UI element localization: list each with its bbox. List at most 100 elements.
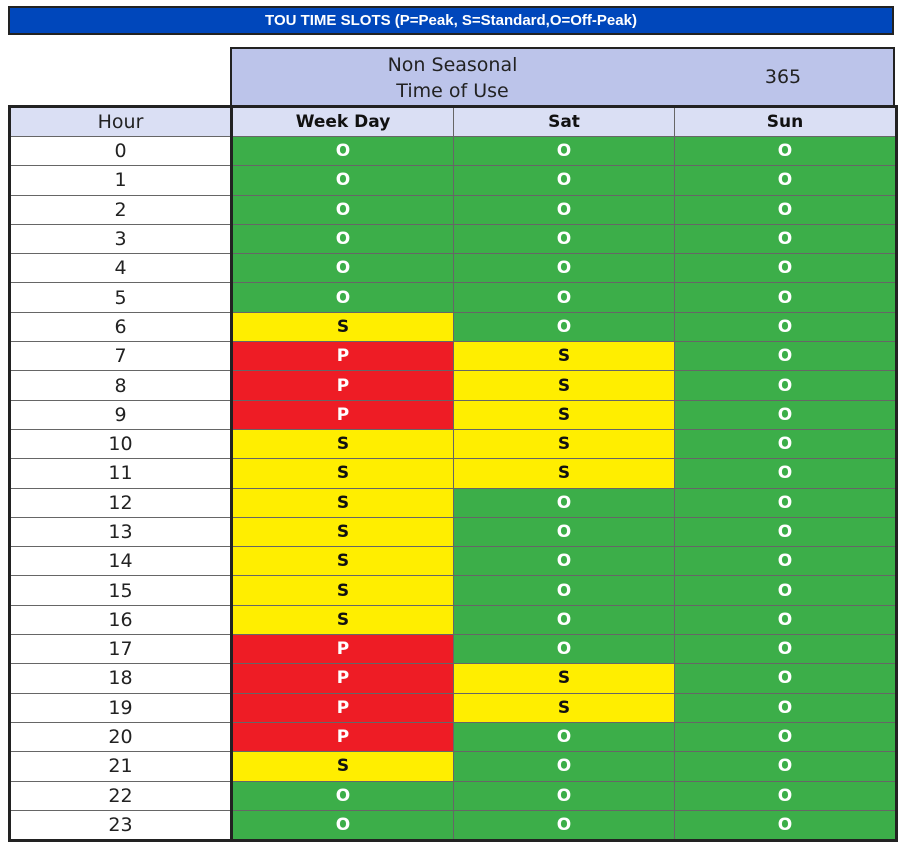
weekday-slot-cell: O xyxy=(231,809,454,842)
weekday-slot-cell: O xyxy=(231,223,454,255)
sun-slot-cell: O xyxy=(674,604,897,636)
sat-slot-cell: O xyxy=(453,165,675,196)
hour-cell: 12 xyxy=(9,487,233,518)
sun-slot-cell: O xyxy=(674,721,897,753)
sat-slot-cell: S xyxy=(453,458,675,489)
table-row: 19 P S O xyxy=(9,692,897,723)
weekday-slot-cell: P xyxy=(231,341,454,372)
hour-cell: 19 xyxy=(9,692,233,723)
weekday-slot-cell: O xyxy=(231,194,454,225)
sun-slot-cell: O xyxy=(674,135,897,167)
column-header-hour: Hour xyxy=(9,106,233,137)
hour-cell: 9 xyxy=(9,399,233,430)
sun-slot-cell: O xyxy=(674,634,897,665)
hour-cell: 1 xyxy=(9,165,233,196)
table-row: 14 S O O xyxy=(9,546,897,577)
sat-slot-cell: O xyxy=(453,809,675,842)
hour-cell: 23 xyxy=(9,809,233,842)
hour-cell: 5 xyxy=(9,282,233,313)
weekday-slot-cell: O xyxy=(231,135,454,167)
weekday-slot-cell: S xyxy=(231,516,454,548)
season-header: Non Seasonal Time of Use 365 xyxy=(230,47,895,106)
sat-slot-cell: O xyxy=(453,135,675,167)
column-header-sun: Sun xyxy=(674,106,897,137)
sun-slot-cell: O xyxy=(674,663,897,694)
sat-slot-cell: O xyxy=(453,604,675,636)
weekday-slot-cell: S xyxy=(231,458,454,489)
sat-slot-cell: O xyxy=(453,634,675,665)
sun-slot-cell: O xyxy=(674,399,897,430)
table-row: 22 O O O xyxy=(9,780,897,811)
hour-cell: 22 xyxy=(9,780,233,811)
table-row: 21 S O O xyxy=(9,751,897,782)
sat-slot-cell: O xyxy=(453,311,675,343)
sun-slot-cell: O xyxy=(674,370,897,401)
sat-slot-cell: O xyxy=(453,194,675,225)
weekday-slot-cell: S xyxy=(231,546,454,577)
hour-cell: 10 xyxy=(9,428,233,460)
weekday-slot-cell: P xyxy=(231,663,454,694)
hour-cell: 3 xyxy=(9,223,233,255)
table-row: 11 S S O xyxy=(9,458,897,489)
table-row: 15 S O O xyxy=(9,575,897,606)
table-title: TOU TIME SLOTS (P=Peak, S=Standard,O=Off… xyxy=(8,6,894,35)
table-row: 18 P S O xyxy=(9,663,897,694)
sun-slot-cell: O xyxy=(674,751,897,782)
sun-slot-cell: O xyxy=(674,546,897,577)
hour-cell: 18 xyxy=(9,663,233,694)
sun-slot-cell: O xyxy=(674,692,897,723)
weekday-slot-cell: P xyxy=(231,634,454,665)
sat-slot-cell: O xyxy=(453,546,675,577)
sat-slot-cell: O xyxy=(453,253,675,284)
weekday-slot-cell: O xyxy=(231,780,454,811)
sun-slot-cell: O xyxy=(674,311,897,343)
hour-cell: 6 xyxy=(9,311,233,343)
sun-slot-cell: O xyxy=(674,282,897,313)
weekday-slot-cell: S xyxy=(231,311,454,343)
hour-cell: 21 xyxy=(9,751,233,782)
sat-slot-cell: O xyxy=(453,721,675,753)
table-row: 20 P O O xyxy=(9,721,897,753)
column-header-weekday: Week Day xyxy=(231,106,454,137)
weekday-slot-cell: S xyxy=(231,604,454,636)
table-row: 10 S S O xyxy=(9,428,897,460)
sat-slot-cell: S xyxy=(453,341,675,372)
days-count: 365 xyxy=(764,66,802,88)
column-header-row: Hour Week Day Sat Sun xyxy=(9,106,897,137)
sat-slot-cell: S xyxy=(453,428,675,460)
sat-slot-cell: S xyxy=(453,692,675,723)
weekday-slot-cell: S xyxy=(231,487,454,518)
weekday-slot-cell: O xyxy=(231,253,454,284)
table-row: 12 S O O xyxy=(9,487,897,518)
table-row: 17 P O O xyxy=(9,634,897,665)
weekday-slot-cell: S xyxy=(231,751,454,782)
sat-slot-cell: O xyxy=(453,516,675,548)
sun-slot-cell: O xyxy=(674,428,897,460)
sun-slot-cell: O xyxy=(674,194,897,225)
sat-slot-cell: S xyxy=(453,370,675,401)
weekday-slot-cell: P xyxy=(231,721,454,753)
hour-cell: 13 xyxy=(9,516,233,548)
sat-slot-cell: O xyxy=(453,223,675,255)
weekday-slot-cell: P xyxy=(231,370,454,401)
sat-slot-cell: O xyxy=(453,282,675,313)
weekday-slot-cell: S xyxy=(231,575,454,606)
column-header-sat: Sat xyxy=(453,106,675,137)
sat-slot-cell: S xyxy=(453,399,675,430)
sun-slot-cell: O xyxy=(674,780,897,811)
sun-slot-cell: O xyxy=(674,575,897,606)
hour-cell: 4 xyxy=(9,253,233,284)
season-line-1: Non Seasonal xyxy=(387,54,518,76)
sat-slot-cell: S xyxy=(453,663,675,694)
hour-cell: 15 xyxy=(9,575,233,606)
weekday-slot-cell: O xyxy=(231,165,454,196)
